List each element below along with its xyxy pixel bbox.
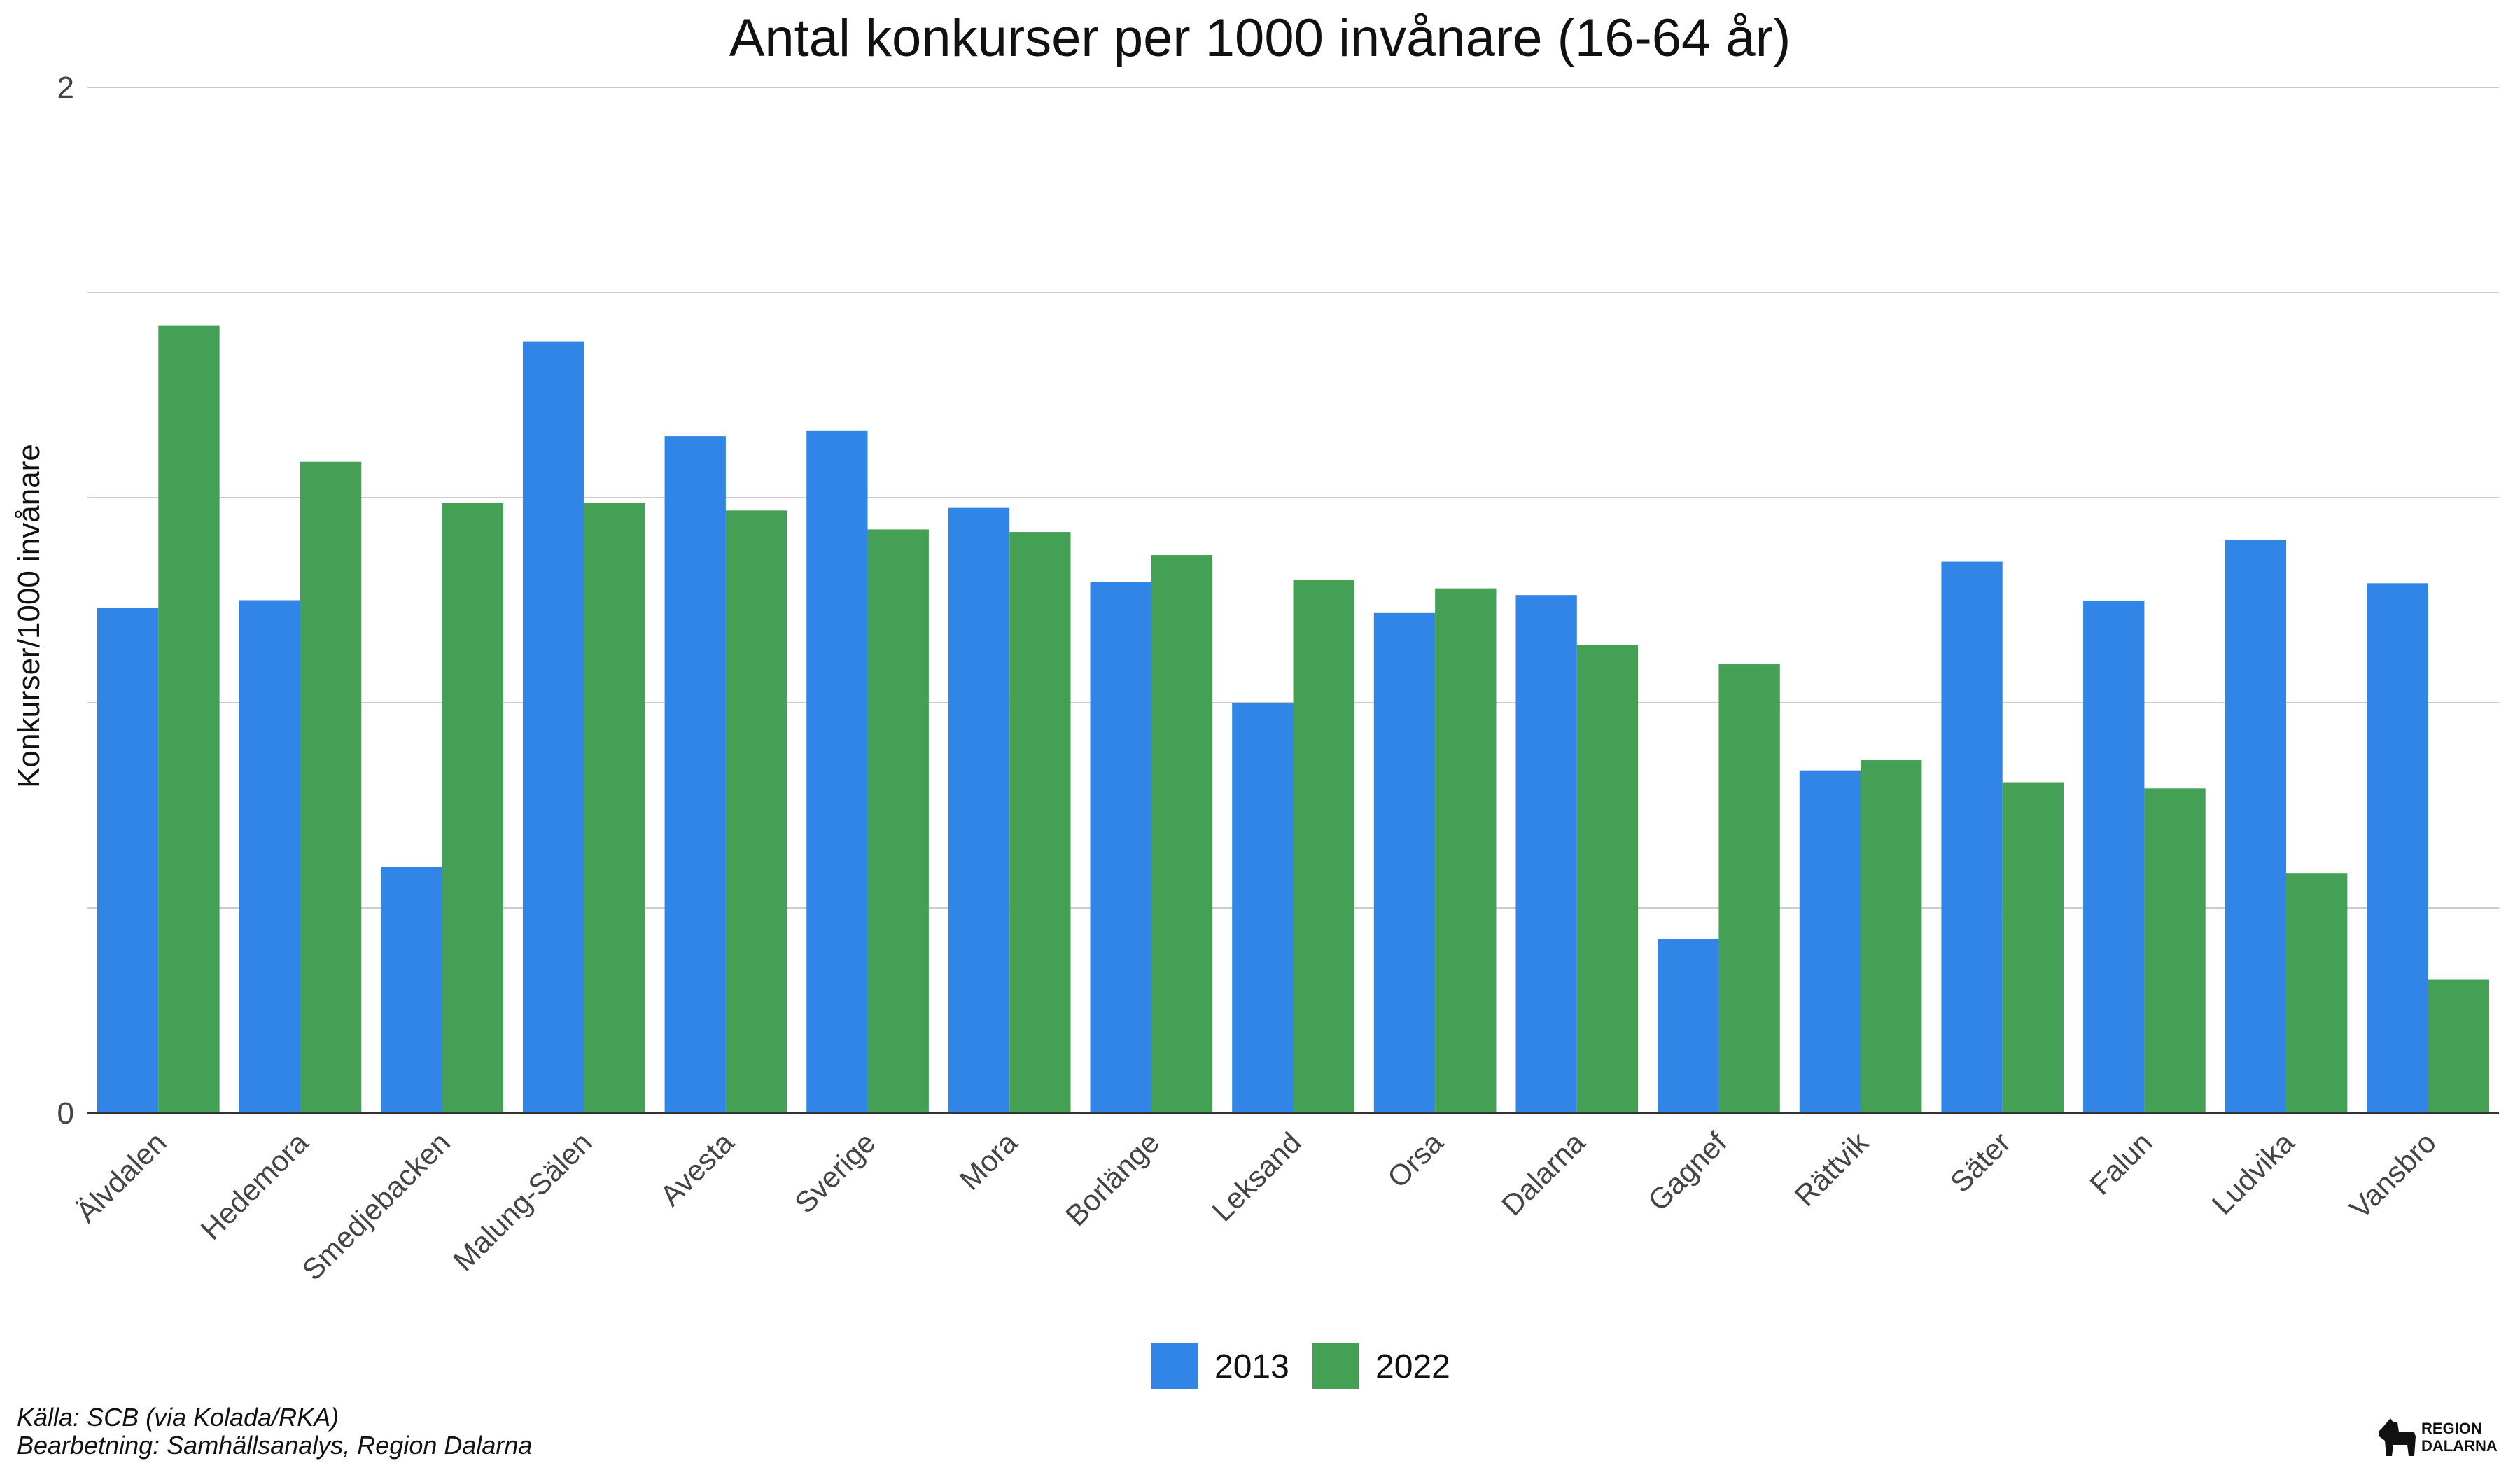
x-tick-label: Säter	[1944, 1126, 2017, 1198]
x-tick-label: Sverige	[788, 1126, 882, 1219]
legend-swatch	[1312, 1343, 1359, 1389]
bar-2022	[1435, 588, 1497, 1113]
legend-label: 2022	[1376, 1348, 1450, 1385]
bar-2013	[1658, 938, 1719, 1113]
bar-2022	[1576, 645, 1639, 1113]
bar-2022	[584, 503, 645, 1113]
x-tick-label: Gagnef	[1642, 1126, 1733, 1217]
bar-2013	[1516, 595, 1577, 1113]
x-tick-label: Borlänge	[1059, 1126, 1166, 1232]
source-note: Källa: SCB (via Kolada/RKA) Bearbetning:…	[17, 1404, 532, 1460]
legend: 2013 2022	[1152, 1343, 1450, 1389]
y-tick-label: 0	[57, 1096, 74, 1130]
x-tick-label: Hedemora	[194, 1126, 314, 1246]
bar-2022	[2002, 782, 2064, 1113]
x-tick-label: Leksand	[1205, 1126, 1308, 1228]
bar-2013	[1232, 703, 1294, 1113]
region-dalarna-logo: REGION DALARNA	[2376, 1413, 2506, 1462]
x-tick-label: Orsa	[1381, 1126, 1450, 1194]
bar-2013	[381, 867, 442, 1113]
x-tick-label: Mora	[953, 1126, 1024, 1196]
bar-2022	[2286, 873, 2348, 1113]
processing-line: Bearbetning: Samhällsanalys, Region Dala…	[17, 1431, 533, 1460]
x-tick-label: Falun	[2083, 1126, 2159, 1201]
logo-line-1: REGION	[2421, 1420, 2482, 1437]
bar-2013	[806, 430, 868, 1113]
bar-2022	[867, 529, 929, 1113]
x-tick-label: Malung-Sälen	[447, 1126, 598, 1277]
bar-2013	[97, 608, 159, 1113]
x-tick-label: Ludvika	[2206, 1126, 2301, 1221]
legend-swatch	[1152, 1343, 1198, 1389]
bar-2013	[1799, 770, 1861, 1113]
y-axis-label: Konkurser/1000 invånare	[12, 444, 46, 788]
bar-2022	[1151, 555, 1213, 1113]
chart-title: Antal konkurser per 1000 invånare (16-64…	[729, 8, 1791, 68]
bar-2013	[1373, 612, 1436, 1113]
logo-line-2: DALARNA	[2421, 1437, 2498, 1455]
bar-2013	[948, 507, 1010, 1113]
bar-2013	[2367, 583, 2428, 1113]
y-tick-label: 2	[57, 71, 74, 105]
bar-2013	[2225, 540, 2287, 1113]
x-axis-ticks: Älvdalen HedemoraSmedjebackenMalung-Sälen…	[70, 1125, 2443, 1286]
bar-2013	[1090, 582, 1152, 1113]
x-tick-label: Avesta	[654, 1126, 741, 1212]
bar-2013	[664, 436, 726, 1113]
bar-2022	[1293, 580, 1354, 1113]
bar-2022	[2428, 979, 2489, 1113]
x-tick-label: Smedjebacken	[295, 1126, 456, 1287]
dala-horse-icon	[2379, 1418, 2416, 1456]
bar-2022	[300, 461, 362, 1113]
bar-2022	[158, 326, 220, 1113]
bar-2022	[1009, 532, 1071, 1113]
bar-2013	[239, 600, 300, 1113]
bars	[97, 326, 2489, 1113]
source-line: Källa: SCB (via Kolada/RKA)	[17, 1403, 340, 1432]
legend-label: 2013	[1214, 1348, 1289, 1385]
bar-2013	[2083, 601, 2145, 1113]
bar-2022	[725, 510, 788, 1113]
bar-2022	[442, 503, 503, 1113]
x-tick-label: Älvdalen	[70, 1126, 173, 1228]
x-tick-label: Vansbro	[2343, 1126, 2442, 1225]
bar-2022	[1718, 664, 1780, 1113]
bar-2013	[522, 341, 584, 1113]
y-axis-ticks: 02	[57, 71, 74, 1130]
x-tick-label: Dalarna	[1495, 1126, 1592, 1222]
bar-2013	[1941, 561, 2003, 1113]
bar-2022	[2144, 788, 2206, 1113]
bar-2022	[1861, 760, 1922, 1113]
x-tick-label: Rättvik	[1788, 1125, 1875, 1212]
